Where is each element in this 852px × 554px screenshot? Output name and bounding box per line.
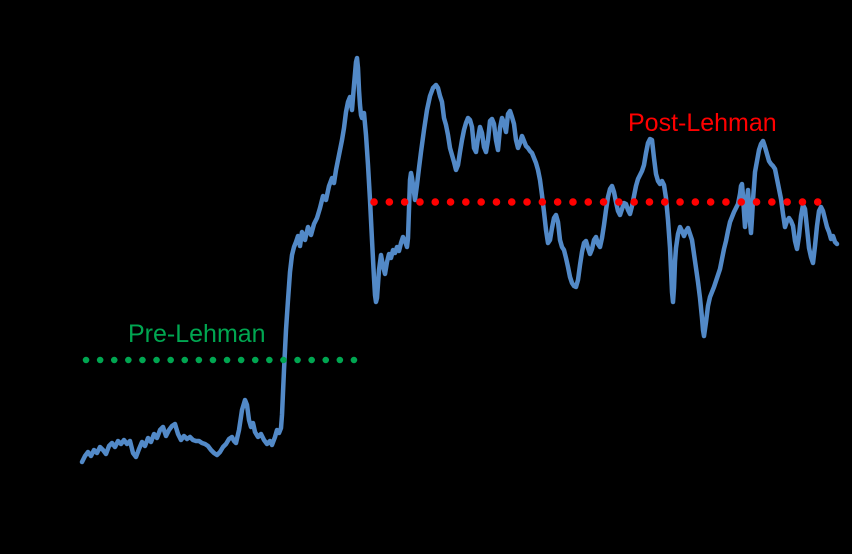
pre-lehman-label: Pre-Lehman <box>128 320 266 348</box>
series-indicator-line <box>79 55 840 465</box>
post-lehman-label: Post-Lehman <box>628 109 777 137</box>
